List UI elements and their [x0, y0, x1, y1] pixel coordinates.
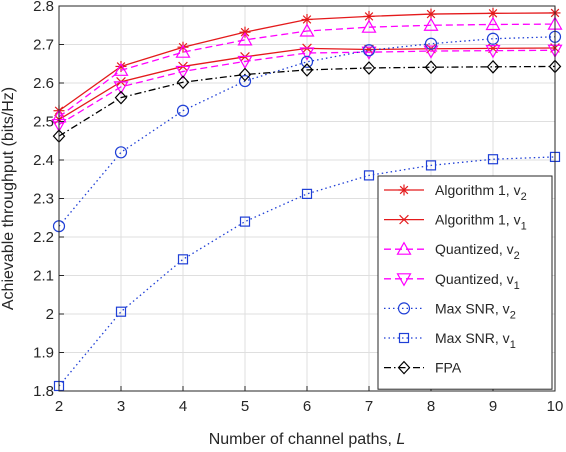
series-line: [58, 65, 556, 137]
series-line: [58, 156, 556, 387]
data-point: [425, 8, 437, 20]
data-point: [486, 59, 500, 74]
data-point: [362, 44, 376, 57]
series-line: [58, 49, 556, 126]
legend-label: FPA: [435, 360, 462, 376]
data-point: [300, 63, 314, 77]
series-3: [51, 16, 563, 123]
x-tick-label: 8: [427, 398, 435, 415]
y-axis-label: Achievable throughput (bits/Hz): [0, 87, 17, 310]
data-point: [299, 23, 315, 37]
legend-label: Quantized, v1: [435, 271, 520, 292]
x-tick-label: 10: [547, 398, 564, 415]
y-tick-label: 2.1: [33, 268, 54, 285]
x-axis-label-variable: L: [396, 431, 405, 448]
x-tick-label: 2: [55, 398, 63, 415]
legend-entry: Quantized, v1: [384, 271, 520, 292]
y-tick-label: 2.6: [33, 75, 54, 92]
x-tick-label: 7: [365, 398, 373, 415]
data-point: [301, 13, 313, 25]
x-axis-label-text: Number of channel paths,: [209, 431, 397, 448]
data-point: [237, 55, 253, 70]
legend-entry: Max SNR, v1: [384, 330, 516, 351]
data-point: [423, 45, 439, 59]
legend-label: Algorithm 1, v2: [435, 182, 527, 203]
data-point: [301, 188, 313, 199]
legend-label: Max SNR, v1: [435, 330, 516, 351]
data-point: [114, 90, 128, 105]
data-point: [485, 16, 501, 31]
data-point: [114, 146, 128, 159]
data-point: [115, 306, 127, 317]
legend-entry: Quantized, v2: [384, 241, 520, 262]
data-point: [424, 60, 438, 75]
data-point: [113, 62, 129, 76]
y-tick-label: 1.8: [33, 383, 54, 400]
y-tick-label: 2.4: [33, 152, 54, 169]
data-point: [487, 154, 499, 165]
data-point: [177, 254, 189, 265]
data-point: [423, 17, 439, 31]
x-axis-label: Number of channel paths, L: [209, 431, 406, 448]
data-point: [113, 81, 129, 95]
data-point: [485, 45, 501, 59]
data-point: [237, 32, 253, 46]
data-point: [176, 104, 190, 117]
data-point: [361, 46, 377, 60]
legend-marker: [398, 332, 410, 344]
y-tick-label: 1.9: [33, 345, 54, 362]
x-tick-label: 3: [117, 398, 125, 415]
legend-marker: [397, 302, 411, 315]
series-5: [52, 30, 562, 233]
data-point: [238, 67, 252, 82]
legend: Algorithm 1, v2 Algorithm 1, v1 Quantized,…: [377, 175, 553, 390]
legend-entry: Algorithm 1, v2: [384, 182, 527, 203]
data-point: [362, 61, 376, 75]
legend-marker: [396, 241, 412, 255]
data-point: [239, 216, 251, 227]
legend-entry: Algorithm 1, v1: [384, 212, 527, 233]
data-point: [175, 44, 191, 58]
y-tick-label: 2.7: [33, 37, 54, 54]
legend-marker: [397, 360, 411, 375]
data-point: [486, 32, 500, 45]
ticks: 2 3 4 5 6 7 8 9 10 1.8 1.9 2 2.1 2.2 2.3 2.4 2.5 2.6 2.7 2.…: [33, 0, 563, 415]
data-point: [425, 160, 437, 171]
legend-entry: Max SNR, v2: [384, 300, 516, 321]
data-point: [175, 65, 191, 80]
y-tick-label: 2: [46, 306, 54, 323]
data-point: [299, 47, 315, 61]
x-tick-label: 6: [303, 398, 311, 415]
x-tick-label: 9: [489, 398, 497, 415]
legend-label: Max SNR, v2: [435, 300, 516, 321]
x-tick-label: 5: [241, 398, 249, 415]
series-layer: [51, 7, 563, 392]
data-point: [176, 75, 190, 90]
legend-marker: [396, 273, 412, 287]
data-point: [361, 19, 377, 33]
y-tick-label: 2.8: [33, 0, 54, 15]
legend-entry: FPA: [384, 360, 462, 376]
legend-marker: [399, 214, 409, 225]
series-line: [58, 23, 556, 118]
data-point: [300, 55, 314, 68]
data-point: [238, 74, 252, 88]
y-tick-label: 2.5: [33, 114, 54, 131]
legend-box: [377, 175, 553, 390]
x-tick-label: 4: [179, 398, 187, 415]
y-tick-label: 2.3: [33, 191, 54, 208]
data-point: [424, 37, 438, 50]
y-tick-label: 2.2: [33, 229, 54, 246]
legend-label: Algorithm 1, v1: [435, 212, 527, 233]
legend-marker: [398, 184, 410, 196]
legend-label: Quantized, v2: [435, 241, 520, 262]
data-point: [363, 170, 375, 181]
